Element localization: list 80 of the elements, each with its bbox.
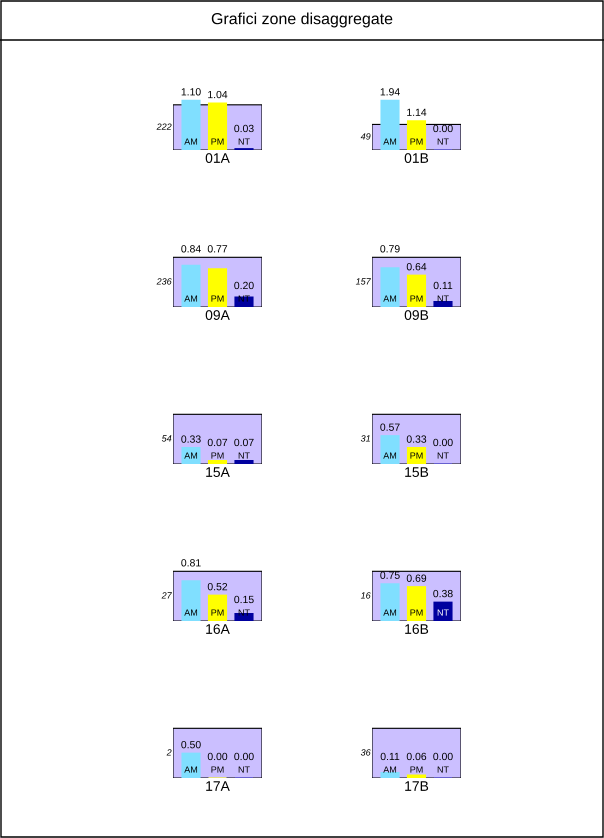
band-label: 236 [156,278,172,285]
data-label: 0.20 [234,282,254,290]
data-label: 0.00 [433,438,453,446]
x-axis-title: 09B [404,310,428,320]
data-label: 1.10 [182,88,201,96]
data-label: 1.14 [407,108,426,116]
x-axis-title: 16B [405,624,428,634]
x-tick-label: PM [211,766,224,773]
x-tick-label: PM [410,766,423,773]
data-label: 0.07 [208,438,228,446]
x-tick-label: AM [184,766,198,773]
data-label: 0.84 [181,245,201,253]
data-label: 0.11 [434,282,452,290]
x-tick-label: AM [383,766,396,773]
band-label: 49 [360,133,370,140]
band-label: 157 [356,278,371,285]
band-label: 222 [156,123,172,130]
data-label: 0.79 [380,245,400,253]
data-label: 1.04 [208,90,228,98]
data-label: 0.07 [234,438,254,446]
x-tick-label: PM [410,138,423,145]
data-label: 0.77 [208,245,228,253]
x-axis-title: 16A [206,624,230,634]
data-label: 1.94 [380,88,400,96]
x-tick-label: AM [184,609,198,616]
band-label: 16 [360,592,371,599]
data-label: 0.57 [380,423,400,431]
x-axis-title: 17B [405,781,428,791]
x-tick-label: AM [184,452,198,459]
data-label: 0.00 [234,752,254,760]
x-tick-label: PM [211,609,224,616]
data-label: 0.00 [433,752,453,760]
x-tick-label: AM [383,138,396,145]
x-tick-label: AM [184,295,198,302]
x-tick-label: NT [438,452,449,459]
data-label: 0.64 [406,263,426,270]
x-tick-label: NT [438,609,449,616]
band-label: 27 [162,592,172,599]
x-tick-label: PM [211,452,224,459]
x-tick-label: NT [238,766,250,773]
x-tick-label: PM [211,295,224,302]
data-label: 0.52 [208,582,228,590]
data-label: 0.81 [181,559,201,567]
data-label: 0.50 [181,740,201,748]
x-tick-label: AM [383,609,396,616]
x-tick-label: PM [410,452,423,459]
x-axis-title: 01A [206,153,230,163]
x-tick-label: AM [383,452,396,459]
x-tick-label: NT [438,766,449,773]
band-label: 31 [360,435,370,442]
x-axis-title: 09A [206,310,230,320]
band-label: 54 [162,435,172,442]
x-tick-label: AM [184,138,198,145]
data-label: 0.33 [406,435,426,443]
x-tick-label: PM [211,138,224,145]
x-tick-label: NT [238,295,250,302]
x-axis-title: 15A [206,467,230,477]
x-tick-label: PM [410,609,423,616]
data-label: 0.11 [380,752,400,760]
x-tick-label: PM [410,295,423,302]
x-axis-title: 15B [405,467,428,477]
x-tick-label: NT [238,138,250,145]
band-label: 36 [360,749,371,756]
data-label: 0.69 [406,574,426,582]
data-label: 0.00 [433,124,453,132]
data-label: 0.00 [208,752,228,760]
x-axis-title: 17A [206,781,230,791]
data-label: 0.33 [181,435,201,443]
x-axis-title: 01B [404,153,428,163]
text: Grafici zone disaggregate [212,12,392,28]
data-label: 0.03 [234,124,254,132]
data-label: 0.38 [433,590,453,598]
x-tick-label: NT [438,295,449,302]
data-label: 0.06 [406,752,426,760]
band-label: 2 [166,749,172,756]
data-label: 0.15 [234,596,254,604]
x-tick-label: NT [438,138,449,145]
x-tick-label: NT [238,452,250,459]
x-tick-label: AM [383,295,396,302]
data-label: 0.75 [380,572,400,579]
